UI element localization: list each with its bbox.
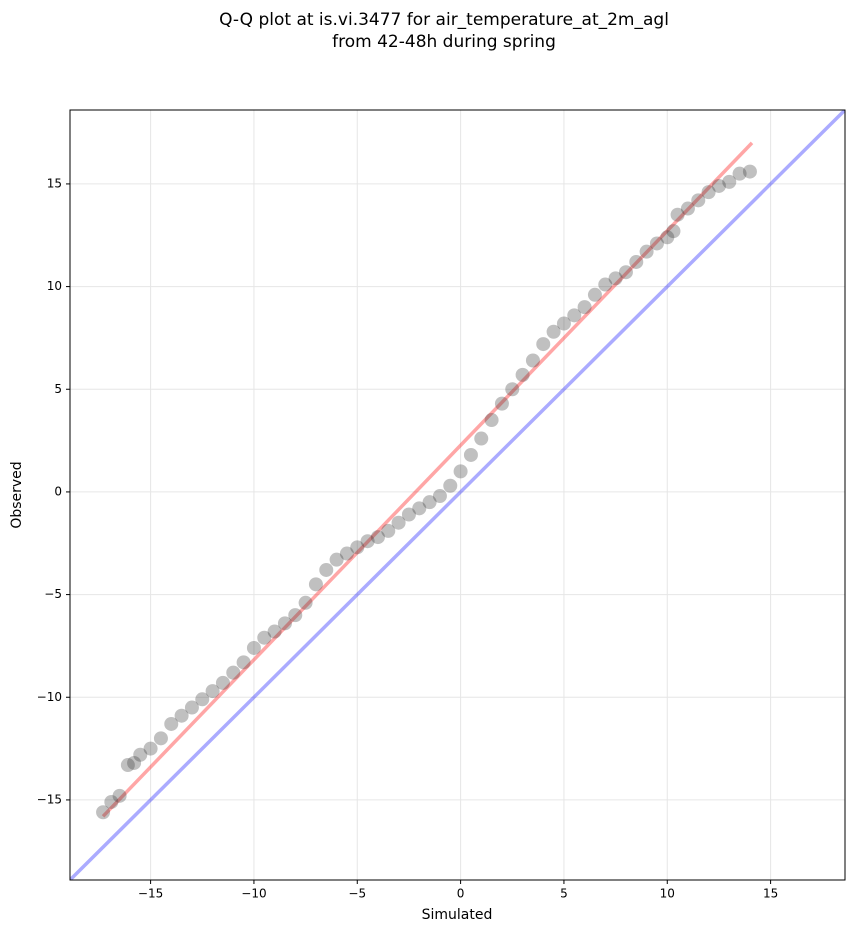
point	[195, 692, 210, 707]
point	[381, 523, 396, 538]
point	[174, 708, 189, 723]
point	[96, 805, 111, 820]
y-tick-label: 15	[47, 176, 62, 190]
point	[556, 316, 571, 331]
point	[515, 367, 530, 382]
point	[319, 562, 334, 577]
point	[666, 224, 681, 239]
plot-frame	[69, 109, 846, 881]
point	[432, 489, 447, 504]
x-tick-label: −10	[241, 887, 266, 901]
chart-title: Q-Q plot at is.vi.3477 for air_temperatu…	[219, 10, 669, 30]
y-tick-label: −5	[44, 587, 62, 601]
point	[525, 353, 540, 368]
x-tick-label: −15	[138, 887, 163, 901]
point	[463, 447, 478, 462]
point	[298, 595, 313, 610]
point	[104, 794, 119, 809]
point	[127, 755, 142, 770]
x-tick-label: 10	[660, 887, 675, 901]
point	[236, 655, 251, 670]
x-tick-label: 5	[560, 887, 568, 901]
point	[143, 741, 158, 756]
point	[164, 716, 179, 731]
point	[453, 464, 468, 479]
point	[226, 665, 241, 680]
x-axis-label: Simulated	[422, 907, 493, 923]
point	[587, 287, 602, 302]
x-tick-label: 0	[457, 887, 465, 901]
point	[308, 577, 323, 592]
point	[246, 640, 261, 655]
point	[680, 201, 695, 216]
point	[112, 788, 127, 803]
point	[267, 624, 282, 639]
point	[660, 230, 675, 245]
point	[701, 185, 716, 200]
point	[577, 300, 592, 315]
point	[257, 630, 272, 645]
point	[567, 308, 582, 323]
point	[360, 534, 375, 549]
point	[153, 731, 168, 746]
point	[536, 337, 551, 352]
point	[412, 501, 427, 516]
point	[350, 540, 365, 555]
y-tick-label: −10	[37, 690, 62, 704]
point	[608, 271, 623, 286]
point	[618, 265, 633, 280]
point	[329, 552, 344, 567]
point	[277, 616, 292, 631]
chart-title: from 42-48h during spring	[332, 32, 556, 52]
point	[184, 700, 199, 715]
point	[649, 236, 664, 251]
point	[288, 608, 303, 623]
x-tick-label: −5	[348, 887, 366, 901]
point	[505, 382, 520, 397]
point	[691, 193, 706, 208]
point	[422, 495, 437, 510]
point	[133, 747, 148, 762]
point	[722, 174, 737, 189]
point	[443, 478, 458, 493]
y-tick-label: 5	[54, 382, 62, 396]
point	[742, 164, 757, 179]
point	[370, 530, 385, 545]
point	[401, 507, 416, 522]
point	[598, 277, 613, 292]
point	[639, 244, 654, 259]
reference-line	[101, 141, 754, 818]
reference-line	[70, 110, 845, 880]
point	[205, 684, 220, 699]
point	[339, 546, 354, 561]
point	[215, 675, 230, 690]
point	[670, 207, 685, 222]
point	[391, 515, 406, 530]
point	[629, 254, 644, 269]
point	[546, 324, 561, 339]
point	[494, 396, 509, 411]
point	[484, 413, 499, 428]
point	[120, 758, 135, 773]
y-axis-label: Observed	[9, 461, 25, 528]
y-tick-label: 10	[47, 279, 62, 293]
y-tick-label: 0	[54, 484, 62, 498]
x-tick-label: 15	[763, 887, 778, 901]
y-tick-label: −15	[37, 792, 62, 806]
point	[474, 431, 489, 446]
point	[732, 166, 747, 181]
point	[711, 178, 726, 193]
